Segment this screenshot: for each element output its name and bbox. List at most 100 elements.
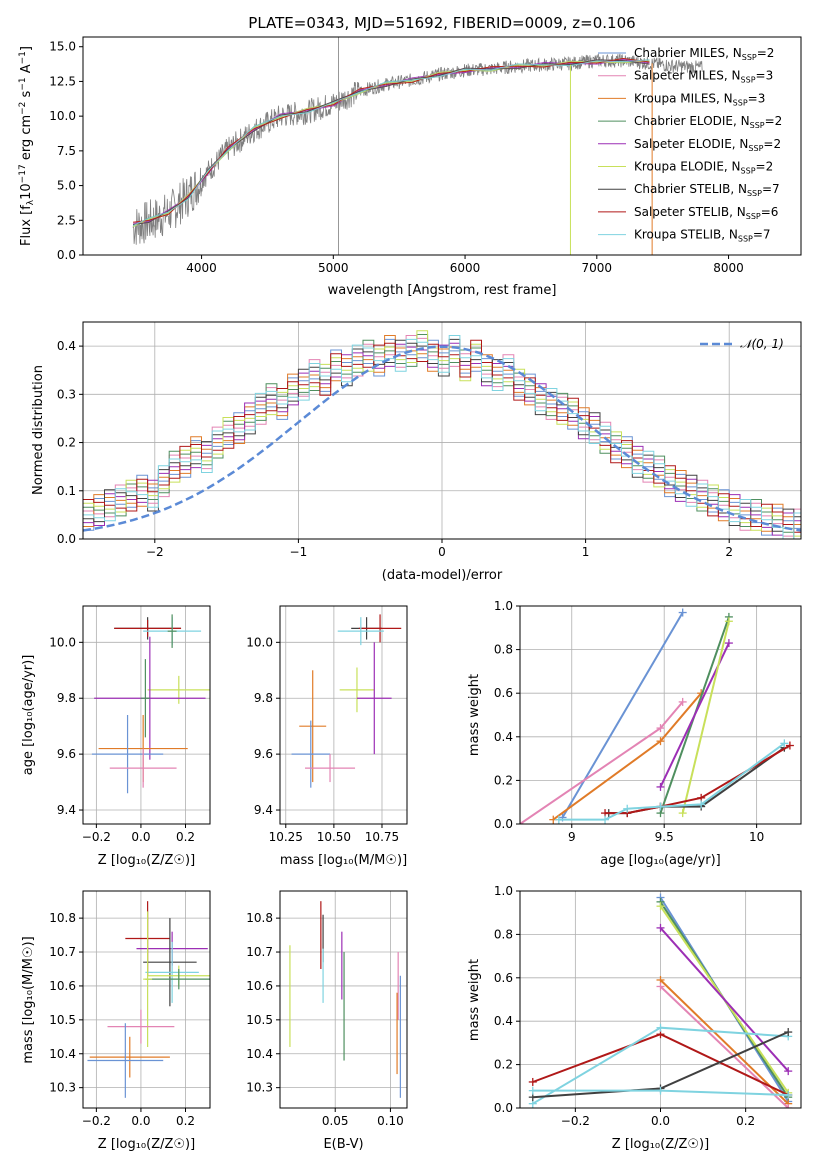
panel-spectrum: 4000 5000 6000 7000 8000 0.0 2.5 5.0 7.5 10.0 12.5… (18, 14, 802, 298)
legend-text-part: Chabrier STELIB, N (634, 182, 747, 196)
y-tick-label: 7.5 (57, 144, 76, 158)
plot-area (87, 901, 210, 1098)
legend-text-part: =2 (756, 160, 774, 174)
y-tick-label: 1.0 (494, 599, 513, 613)
plus-marker (528, 1077, 537, 1086)
legend-text-part: SSP (738, 235, 753, 244)
y-label-part: −17 (18, 164, 28, 183)
legend-text-part: Kroupa ELODIE, N (634, 160, 741, 174)
y-tick-label: 0.2 (494, 773, 513, 787)
error-bar-point (143, 911, 153, 1047)
legend-entry: Kroupa ELODIE, NSSP=2 (634, 160, 773, 176)
y-tick-label: 0.8 (494, 643, 513, 657)
data-spectrum-line (132, 53, 703, 245)
axes-frame (519, 605, 802, 825)
error-bar-point (145, 941, 199, 1003)
legend-text-part: SSP (741, 76, 756, 85)
plus-marker (656, 1086, 665, 1095)
x-tick-label: 0.0 (131, 1114, 150, 1128)
legend-text-part: Kroupa STELIB, N (634, 228, 738, 242)
y-tick-label: 9.8 (57, 691, 76, 705)
legend-text-part: Salpeter MILES, N (634, 69, 741, 83)
x-axis-label: E(B-V) (323, 1137, 363, 1152)
plus-marker (656, 982, 665, 991)
panel-residuals: −2 −1 0 1 2 0.0 0.1 0.2 0.3 0.4 𝒩(0, 1) (data-model… (31, 321, 802, 583)
model-line-8 (132, 59, 650, 227)
x-tick-label: −1 (290, 545, 308, 559)
panel-mass-vs-EBV: 0.05 0.10 10.3 10.4 10.5 10.6 10.7 10.8 E(B-V) (246, 890, 408, 1152)
legend-text-part: SSP (742, 53, 757, 62)
plus-marker (656, 1023, 665, 1032)
error-bar-point (114, 619, 182, 637)
error-bar-point (167, 614, 177, 648)
y-tick-label: 10.0 (49, 109, 76, 123)
y-tick-label: 0.0 (57, 532, 76, 546)
y-tick-label: 9.6 (254, 747, 273, 761)
legend-text-part: =7 (762, 182, 780, 196)
y-tick-label: 0.3 (57, 387, 76, 401)
axes-frame (82, 605, 211, 825)
plot-area (91, 614, 210, 794)
error-bar-point (145, 968, 210, 990)
legend-text-part: Chabrier ELODIE, N (634, 114, 750, 128)
x-axis-label: mass [log₁₀(M/M☉)] (280, 853, 407, 868)
x-axis-label: Z [log₁₀(Z/Z☉)] (98, 853, 195, 868)
weight-line-3 (659, 927, 789, 1072)
error-bar-point (87, 1023, 164, 1098)
plus-marker (784, 1028, 793, 1037)
plus-marker (784, 1090, 793, 1099)
x-axis-label: (data-model)/error (382, 568, 503, 583)
y-tick-label: 9.8 (254, 691, 273, 705)
y-tick-label: 10.3 (49, 1081, 76, 1095)
panel-massweight-vs-age: 9 9.5 10 0.0 0.2 0.4 0.6 0.8 1.0 age [log₁₀(age/y… (467, 599, 802, 868)
y-tick-label: 5.0 (57, 179, 76, 193)
plot-area (289, 901, 401, 1098)
y-tick-label: 9.6 (57, 747, 76, 761)
legend-text-part: Chabrier MILES, N (634, 46, 742, 60)
y-tick-label: 15.0 (49, 40, 76, 54)
x-tick-label: 0.2 (176, 830, 195, 844)
plus-marker (528, 1086, 537, 1095)
plus-marker (678, 608, 687, 617)
y-tick-label: 10.6 (49, 979, 76, 993)
histogram-0 (83, 338, 801, 536)
y-label-part: erg cm (19, 115, 34, 164)
legend-text-part: =6 (761, 205, 779, 219)
legend-text-part: Salpeter ELODIE, N (634, 137, 748, 151)
plot-area (83, 330, 801, 539)
panel-age-vs-Z: −0.2 0.0 0.2 9.4 9.6 9.8 10.0 Z [log₁₀(Z/Z☉)] ag… (21, 605, 211, 868)
y-tick-label: 0.0 (494, 1101, 513, 1115)
y-tick-label: 10.6 (246, 979, 273, 993)
plus-marker (656, 724, 665, 733)
y-label-part: s (19, 90, 34, 101)
y-tick-label: 0.2 (494, 1058, 513, 1072)
legend-text-part: SSP (741, 167, 756, 176)
error-bar-point (109, 748, 177, 788)
error-bar-point (140, 659, 150, 738)
x-tick-label: −0.2 (82, 1114, 111, 1128)
error-bar-point (89, 1036, 170, 1078)
plus-marker (656, 802, 665, 811)
y-tick-label: 10.7 (246, 945, 273, 959)
legend-entry: Salpeter MILES, NSSP=3 (634, 69, 773, 85)
y-tick-label: 9.4 (254, 803, 273, 817)
y-tick-label: 1.0 (494, 884, 513, 898)
x-tick-label: 0.0 (651, 1114, 670, 1128)
plus-marker (784, 1067, 793, 1076)
y-tick-label: 0.4 (494, 1014, 513, 1028)
plus-marker (554, 815, 563, 824)
x-tick-label: 10 (749, 830, 764, 844)
x-tick-label: 7000 (582, 261, 613, 275)
panel-age-vs-mass: 10.25 10.50 10.75 9.4 9.6 9.8 10.0 mass [log₁₀(… (246, 605, 408, 868)
histogram-8 (83, 335, 801, 539)
y-tick-label: 10.4 (246, 1047, 273, 1061)
y-axis-label: mass [log₁₀(M/M☉)] (21, 936, 36, 1063)
y-tick-label: 10.7 (49, 945, 76, 959)
legend-text-part: SSP (747, 189, 762, 198)
legend-entry: Kroupa MILES, NSSP=3 (634, 91, 765, 107)
legend-entry: Kroupa STELIB, NSSP=7 (634, 228, 771, 244)
y-label-part: λ (26, 199, 36, 205)
y-label-part: −1 (18, 77, 28, 90)
y-tick-label: 10.5 (246, 1013, 273, 1027)
plus-marker (784, 1104, 793, 1108)
